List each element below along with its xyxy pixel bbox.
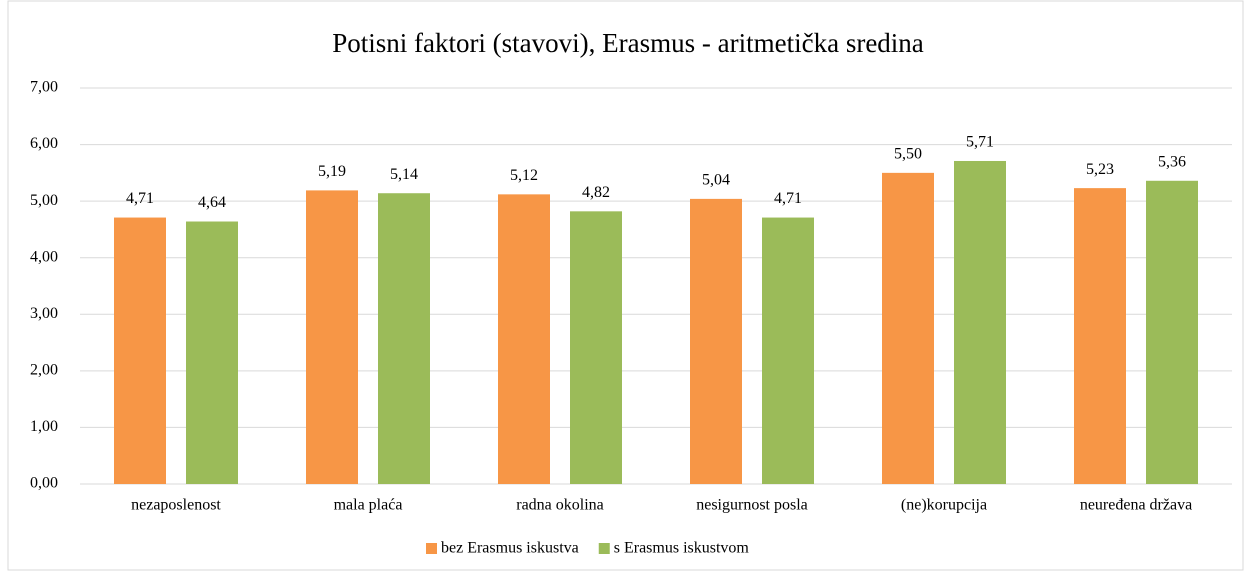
x-tick-label: mala plaća <box>334 497 403 514</box>
data-label: 4,71 <box>774 190 802 207</box>
bar <box>882 172 934 484</box>
bar <box>114 217 166 484</box>
y-tick-label: 5,00 <box>30 192 58 209</box>
data-label: 5,19 <box>318 163 346 180</box>
data-label: 5,23 <box>1086 161 1114 178</box>
data-label: 4,82 <box>582 184 610 201</box>
data-label: 5,50 <box>894 146 922 163</box>
y-tick-label: 0,00 <box>30 475 58 492</box>
bar <box>690 198 742 484</box>
legend-swatch <box>426 543 437 554</box>
data-label: 5,14 <box>390 166 418 183</box>
y-tick-label: 2,00 <box>30 362 58 379</box>
bar <box>186 221 238 484</box>
data-label: 4,71 <box>126 190 154 207</box>
legend-label: bez Erasmus iskustva <box>441 540 579 557</box>
x-tick-label: neuređena država <box>1080 497 1192 514</box>
data-label: 5,71 <box>966 134 994 151</box>
bar <box>498 194 550 484</box>
y-tick-label: 7,00 <box>30 79 58 96</box>
x-tick-label: (ne)korupcija <box>901 497 987 514</box>
y-tick-label: 3,00 <box>30 305 58 322</box>
x-tick-label: radna okolina <box>516 497 604 514</box>
bar <box>1074 188 1126 485</box>
legend-swatch <box>598 543 610 554</box>
y-tick-label: 4,00 <box>30 248 58 265</box>
x-tick-label: nezaposlenost <box>131 497 221 514</box>
data-label: 5,04 <box>702 172 730 189</box>
bar <box>1146 180 1198 484</box>
bar <box>762 217 814 484</box>
bar <box>954 160 1006 484</box>
y-tick-label: 6,00 <box>30 135 58 152</box>
bar <box>306 190 358 484</box>
data-label: 5,12 <box>510 167 538 184</box>
x-tick-label: nesigurnost posla <box>696 497 808 514</box>
bar <box>570 211 622 484</box>
y-tick-label: 1,00 <box>30 418 58 435</box>
data-label: 5,36 <box>1158 153 1186 170</box>
bar <box>378 193 430 485</box>
chart-title: Potisni faktori (stavovi), Erasmus - ari… <box>332 28 924 58</box>
legend-label: s Erasmus iskustvom <box>614 540 750 557</box>
data-label: 4,64 <box>198 194 226 211</box>
